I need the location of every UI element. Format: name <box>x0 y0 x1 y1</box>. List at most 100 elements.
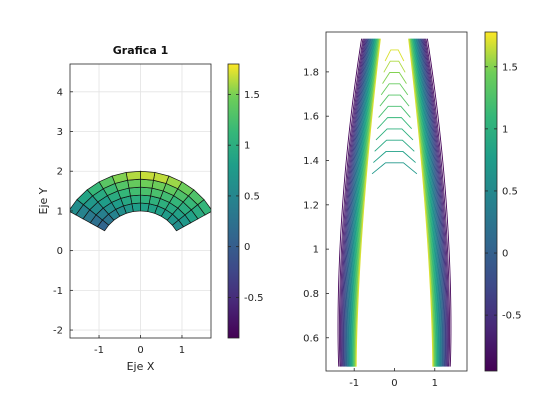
contour-line <box>422 38 448 367</box>
contour-line <box>354 38 380 367</box>
contour-line <box>350 38 375 367</box>
contour-line <box>340 38 366 367</box>
colorbar-tick-label: -0.5 <box>244 293 264 304</box>
contour-line <box>341 38 367 367</box>
y-tick-label: 1.2 <box>303 200 319 211</box>
axes-box-2 <box>325 31 468 372</box>
x-tick-label: -1 <box>94 345 104 356</box>
colorbar-tick-label: 1.5 <box>244 90 260 101</box>
colorbar-tick-label: 1 <box>244 141 250 152</box>
y-tick-label: 1 <box>313 245 319 256</box>
colorbar-gradient-2 <box>484 31 498 372</box>
surface-patch <box>128 186 141 197</box>
contour-line <box>410 38 436 367</box>
contour-line <box>371 162 418 175</box>
x-tick-label: 1 <box>432 378 438 389</box>
contour-line <box>424 38 449 367</box>
colorbar-ticks-1: -0.5 0 0.5 1 1.5 <box>228 90 264 304</box>
contour-line <box>416 38 441 367</box>
contour-line <box>344 38 369 367</box>
contour-line <box>411 38 437 367</box>
contour-line <box>412 38 438 367</box>
chart-title-1: Grafica 1 <box>113 44 168 57</box>
y-tick-label: 0.6 <box>303 333 319 344</box>
contour-line <box>413 38 439 367</box>
y-axis-label-1: Eje Y <box>37 187 50 214</box>
surface-patch <box>140 170 156 181</box>
contour-line <box>337 38 363 367</box>
colorbar-tick-label: 0.5 <box>244 191 260 202</box>
surface-patch <box>140 202 150 212</box>
surface-patches <box>70 170 211 232</box>
ticks-2: -1 0 1 0.6 0.8 1 1.2 1.4 1.6 1.8 <box>303 67 438 389</box>
y-tick-label: 1.8 <box>303 67 319 78</box>
contour-line <box>340 38 365 367</box>
colorbar-2: -0.5 0 0.5 1 1.5 <box>484 31 522 372</box>
contour-lines <box>337 38 452 367</box>
contour-line <box>416 38 442 367</box>
contour-line <box>408 38 434 367</box>
surface-patch <box>140 178 154 189</box>
contour-line <box>346 38 372 367</box>
surface-patch <box>140 186 153 197</box>
colorbar-tick-label: 1 <box>502 124 508 135</box>
contour-line <box>414 38 439 367</box>
y-tick-label: 2 <box>57 167 63 178</box>
contour-line <box>355 38 381 367</box>
contour-line <box>408 38 434 367</box>
contour-line <box>382 72 407 84</box>
contour-line <box>348 38 373 367</box>
contour-line <box>348 38 374 367</box>
x-tick-label: 1 <box>179 345 185 356</box>
contour-line <box>412 38 438 367</box>
contour-line <box>376 117 413 130</box>
contour-plot: -1 0 1 0.6 0.8 1 1.2 1.4 1.6 1.8 -0.5 0 0.5 1 1.5 <box>303 31 522 389</box>
x-tick-label: 0 <box>137 345 143 356</box>
surface-plot: -1 0 1 -2 -1 0 1 2 3 4 Grafica 1 Eje X Eje Y -0.5… <box>37 44 264 373</box>
colorbar-tick-label: 0 <box>244 242 250 253</box>
contour-line <box>353 38 379 367</box>
colorbar-gradient-1 <box>227 63 240 339</box>
contour-line <box>425 38 450 367</box>
contour-line <box>352 38 378 367</box>
contour-line <box>423 38 449 367</box>
contour-line <box>409 38 435 367</box>
surface-patch <box>125 170 141 181</box>
y-tick-label: 3 <box>57 127 63 138</box>
y-tick-label: 1.6 <box>303 112 319 123</box>
contour-line <box>411 38 436 367</box>
contour-line <box>350 38 376 367</box>
contour-line <box>355 38 381 367</box>
contour-line <box>349 38 375 367</box>
contour-line <box>421 38 446 367</box>
contour-line <box>418 38 443 367</box>
contour-line <box>346 38 371 367</box>
contour-line <box>345 38 371 367</box>
contour-line <box>375 128 414 141</box>
y-tick-label: 1.4 <box>303 156 319 167</box>
contour-line <box>414 38 440 367</box>
contour-line <box>342 38 368 367</box>
contour-line <box>421 38 447 367</box>
ticks-1: -1 0 1 -2 -1 0 1 2 3 4 <box>53 87 185 356</box>
contour-line <box>409 38 435 367</box>
contour-line <box>344 38 370 367</box>
surface-patch <box>140 194 151 205</box>
x-tick-label: -1 <box>349 378 359 389</box>
x-axis-label-1: Eje X <box>127 360 155 373</box>
contour-line <box>338 38 364 367</box>
contour-line <box>415 38 441 367</box>
colorbar-1: -0.5 0 0.5 1 1.5 <box>227 63 264 339</box>
contour-line <box>354 38 380 367</box>
contour-line <box>343 38 368 367</box>
contour-line <box>378 105 411 118</box>
surface-patch <box>127 178 141 189</box>
colorbar-tick-label: 0.5 <box>502 186 518 197</box>
y-tick-label: 0.8 <box>303 289 319 300</box>
y-tick-label: 0 <box>57 246 63 257</box>
contour-line <box>380 83 409 96</box>
contour-line <box>379 94 410 107</box>
contour-line <box>351 38 377 367</box>
y-tick-label: 4 <box>57 87 63 98</box>
